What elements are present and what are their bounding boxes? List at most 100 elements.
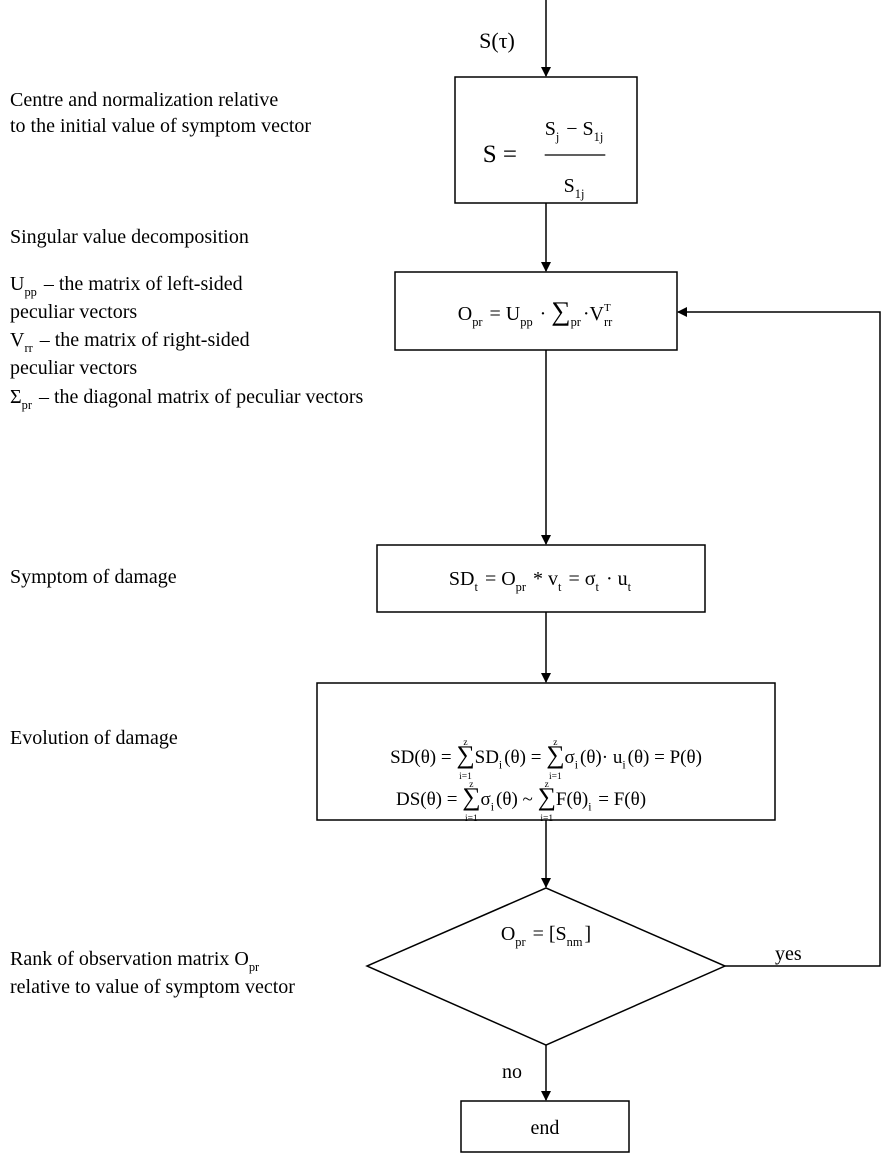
- formula: S 1j: [564, 175, 585, 201]
- note: Singular value decomposition: [10, 226, 249, 248]
- formula-sub: i: [499, 759, 503, 772]
- formula-sub: t: [474, 580, 478, 594]
- formula-text: (θ) =: [504, 747, 546, 768]
- formula-text: * v: [528, 568, 558, 590]
- end-label: end: [531, 1117, 560, 1139]
- formula-text: = U: [485, 303, 521, 325]
- note: Evolution of damage: [10, 727, 178, 749]
- legend-text: – the matrix of right-sided: [35, 329, 250, 351]
- formula-sub: t: [628, 580, 632, 594]
- formula-text: S: [564, 175, 575, 197]
- formula-sub: rr: [604, 315, 613, 329]
- formula-text: ∑: [538, 782, 556, 811]
- formula-text: σ: [481, 789, 491, 810]
- legend-text: U: [10, 273, 25, 295]
- legend: peculiar vectors: [10, 357, 137, 379]
- note-text: Singular value decomposition: [10, 226, 249, 248]
- yes-label: yes: [775, 943, 802, 965]
- legend-text: Σ: [10, 386, 22, 408]
- formula-text: O: [458, 303, 472, 325]
- formula-sub: t: [558, 580, 562, 594]
- formula-text: ∑: [456, 740, 474, 769]
- formula-text: SD: [475, 747, 499, 768]
- formula-over: z: [545, 780, 549, 790]
- formula-sub: i: [575, 759, 579, 772]
- note-text: Evolution of damage: [10, 727, 178, 749]
- formula-sub: i: [622, 759, 626, 772]
- legend-text: peculiar vectors: [10, 301, 137, 323]
- formula-text: = σ: [563, 568, 595, 590]
- formula-text: ]: [585, 923, 592, 945]
- legend-text: – the matrix of left-sided: [39, 273, 243, 295]
- formula-under: i=1: [540, 814, 553, 824]
- formula-over: z: [469, 780, 473, 790]
- formula-sub: i: [491, 801, 495, 814]
- end-box: [460, 1100, 630, 1153]
- input-label: S(τ): [479, 28, 515, 53]
- note-text: Symptom of damage: [10, 566, 177, 588]
- formula-text: = [S: [528, 923, 567, 945]
- legend-sub: rr: [24, 341, 33, 355]
- formula-sub: t: [596, 580, 600, 594]
- formula-text: = O: [480, 568, 516, 590]
- formula-text: F(θ): [556, 789, 588, 810]
- box: [454, 76, 638, 204]
- formula-text: SD: [449, 568, 475, 590]
- no-label: no: [502, 1061, 522, 1083]
- note-text: Rank of observation matrix O: [10, 948, 249, 970]
- formula-under: i=1: [459, 772, 472, 782]
- formula-sup: T: [604, 302, 611, 314]
- input-label-text: S(τ): [479, 28, 515, 53]
- formula-text: ·: [535, 303, 552, 325]
- note: Centre and normalization relative: [10, 89, 278, 111]
- formula-sub: j: [555, 130, 559, 144]
- formula-text: σ: [564, 747, 574, 768]
- formula-sub: 1j: [575, 187, 585, 201]
- note-sub: pr: [249, 960, 260, 974]
- formula-under: i=1: [465, 814, 478, 824]
- formula-over: z: [553, 738, 557, 748]
- formula-text: ·V: [583, 303, 605, 325]
- formula-text: (θ) = P(θ): [628, 747, 702, 768]
- formula-over: z: [463, 738, 467, 748]
- legend-sub: pp: [24, 285, 36, 299]
- legend-sub: pr: [22, 398, 33, 412]
- formula-text: = F(θ): [593, 789, 646, 810]
- formula-sub: 1j: [594, 130, 604, 144]
- formula-text: ∑: [462, 782, 480, 811]
- formula-text: ∑: [551, 296, 570, 326]
- formula-text: (θ)· u: [580, 747, 623, 768]
- feedback-arrow: [677, 307, 881, 967]
- legend: peculiar vectors: [10, 301, 137, 323]
- formula-text: · u: [601, 568, 628, 590]
- legend-text: peculiar vectors: [10, 357, 137, 379]
- formula-text: DS(θ) =: [396, 789, 462, 810]
- formula: SD(θ) = ∑zi=1SD i (θ) = ∑zi=1σ i (θ)· u i (θ) …: [390, 738, 702, 782]
- formula-text: − S: [561, 118, 593, 140]
- formula: S =: [483, 141, 517, 168]
- legend-text: V: [10, 329, 25, 351]
- formula-text: SD(θ) =: [390, 747, 456, 768]
- formula-text: O: [501, 923, 515, 945]
- box: [376, 544, 706, 613]
- note-text: to the initial value of symptom vector: [10, 115, 311, 137]
- formula-sub: i: [588, 801, 592, 814]
- note: Symptom of damage: [10, 566, 177, 588]
- note-text: Centre and normalization relative: [10, 89, 278, 111]
- formula-text: ∑: [546, 740, 564, 769]
- note: relative to value of symptom vector: [10, 976, 295, 998]
- formula-sub: pr: [571, 315, 582, 329]
- formula-text: (θ) ~: [496, 789, 538, 810]
- formula-sub: pr: [472, 315, 483, 329]
- note: to the initial value of symptom vector: [10, 115, 311, 137]
- note-text: relative to value of symptom vector: [10, 976, 295, 998]
